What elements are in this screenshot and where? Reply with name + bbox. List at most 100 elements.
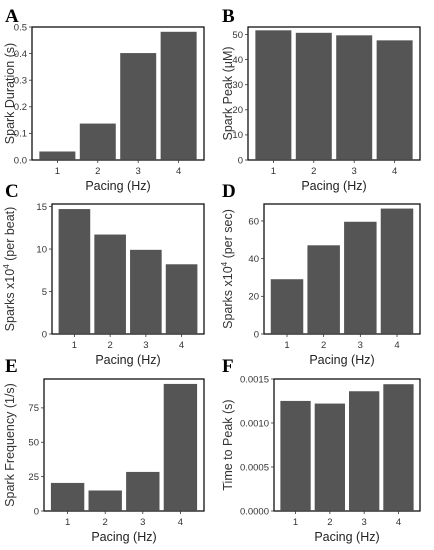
y-axis-label-suffix: (per sec) [221,209,235,262]
x-tick-label: 2 [311,166,316,177]
x-tick-label: 1 [55,166,60,177]
bar [92,232,128,335]
y-tick-label: 0.0000 [240,506,269,517]
y-axis-label-suffix: (per beat) [3,207,17,265]
x-tick-label: 4 [396,517,401,528]
x-axis-label: Pacing (Hz) [91,530,156,544]
panel-letter: F [222,356,234,377]
plot-frame [263,203,421,335]
y-tick-label: 0 [34,506,39,517]
bar [347,389,381,512]
y-tick-label: 0.1 [14,129,27,140]
bar [313,401,347,512]
x-tick-label: 3 [352,166,357,177]
bar [159,30,199,161]
y-tick-label: 40 [248,254,259,265]
y-tick-label: 10 [36,244,47,255]
panel-letter: C [5,181,19,202]
bar [49,481,86,512]
x-tick-label: 1 [65,517,70,528]
y-tick-label: 0.0010 [240,418,269,429]
x-tick-label: 3 [140,517,145,528]
bar [334,33,374,161]
x-tick-label: 1 [284,340,289,351]
y-tick-label: 40 [232,55,243,66]
y-tick-label: 20 [232,105,243,116]
x-tick-label: 4 [176,166,181,177]
x-tick-label: 4 [394,340,399,351]
x-tick-label: 2 [95,166,100,177]
bar [253,28,293,161]
y-axis-label-main: Spark Frequency (1/s) [3,383,17,507]
y-tick-label: 20 [248,292,259,303]
chart-panel-b: B 0 10 20 30 40 50 1 2 3 4 Pacing (Hz) Spark Peak (μ… [221,6,421,193]
x-tick-label: 3 [136,166,141,177]
bar [86,488,124,512]
plot-frame [273,378,421,512]
y-axis-label: Sparks x104 (per sec) [220,209,235,329]
y-axis-label: Spark Frequency (1/s) [3,383,17,507]
y-axis-label: Spark Duration (s) [3,43,17,144]
y-tick-label: 5 [42,287,47,298]
y-axis-label-main: Spark Duration (s) [3,43,17,144]
bar [37,149,77,161]
bar [78,121,118,161]
bar [278,399,313,512]
y-axis-label-main: Time to Peak (s) [221,399,235,490]
y-axis-label: Time to Peak (s) [221,399,235,490]
y-tick-label: 0 [238,155,243,166]
x-tick-label: 3 [143,340,148,351]
x-tick-label: 3 [362,517,367,528]
plot-frame [247,26,421,161]
bar [375,38,415,161]
y-axis-label: Sparks x104 (per beat) [2,207,17,332]
y-tick-label: 15 [36,202,47,213]
x-axis-label: Pacing (Hz) [314,530,379,544]
bar [381,382,416,512]
plot-frame [51,203,205,335]
y-axis-label: Spark Peak (μM) [221,46,235,140]
x-axis-label: Pacing (Hz) [309,353,374,367]
bar [269,277,305,335]
x-tick-label: 4 [178,517,183,528]
x-tick-label: 4 [179,340,184,351]
chart-panel-a: A 0.0 0.1 0.2 0.3 0.4 0.5 1 2 3 4 Pacing (Hz) Spark … [3,6,205,193]
y-tick-label: 0.5 [14,22,27,33]
bar [305,243,342,335]
y-tick-label: 75 [28,403,39,414]
y-tick-label: 50 [28,438,39,449]
y-axis-label-superscript: 4 [220,261,229,266]
bar [118,51,158,161]
y-tick-label: 0.4 [14,49,27,60]
y-tick-label: 0 [42,329,47,340]
plot-frame [31,26,205,161]
x-tick-label: 2 [321,340,326,351]
plot-frame [43,378,205,512]
x-tick-label: 2 [327,517,332,528]
x-tick-label: 4 [392,166,397,177]
x-tick-label: 1 [271,166,276,177]
bar [128,248,164,335]
x-axis-label: Pacing (Hz) [95,353,160,367]
y-tick-label: 50 [232,30,243,41]
y-axis-label-main: Sparks x10 [221,266,235,329]
y-tick-label: 60 [248,216,259,227]
bar [57,207,92,335]
panel-letter: E [5,356,18,377]
chart-panel-f: F 0.0000 0.0005 0.0010 0.0015 1 2 3 4 Pacing (Hz)… [221,356,421,544]
y-tick-label: 0.3 [14,76,27,87]
y-tick-label: 10 [232,130,243,141]
x-axis-label: Pacing (Hz) [301,179,366,193]
y-tick-label: 0.0015 [240,374,269,385]
x-tick-label: 2 [103,517,108,528]
y-tick-label: 0 [254,329,259,340]
bar [124,470,162,512]
x-axis-label: Pacing (Hz) [85,179,150,193]
panel-letter: A [5,6,19,27]
bar [162,382,199,512]
x-tick-label: 1 [293,517,298,528]
bar [379,206,415,335]
x-tick-label: 3 [358,340,363,351]
